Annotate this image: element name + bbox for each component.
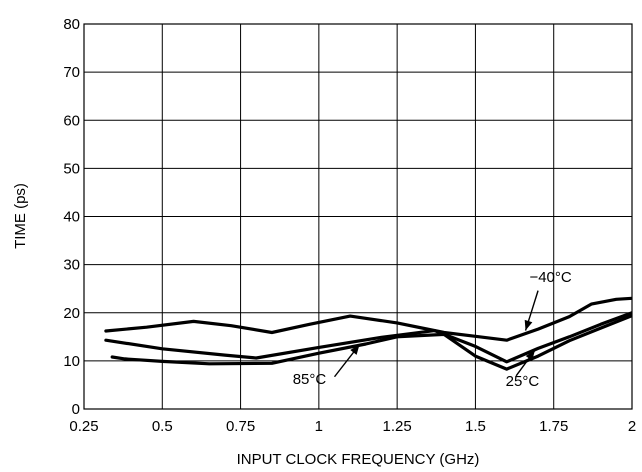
y-axis-title: TIME (ps): [12, 183, 29, 249]
x-tick-label: 1: [315, 418, 323, 435]
annotation-arrowhead: [525, 350, 535, 361]
x-tick-label: 0.5: [152, 418, 173, 435]
y-tick-label: 20: [63, 305, 80, 322]
x-tick-label: 2: [628, 418, 636, 435]
y-tick-label: 0: [72, 401, 80, 418]
y-tick-label: 10: [63, 353, 80, 370]
y-tick-label: 70: [63, 64, 80, 81]
annotation-layer: −40°C 85°C 25°C: [293, 269, 572, 390]
plot-frame: [83, 23, 633, 410]
tick-labels: 0.25 0.5 0.75 1 1.25 1.5 1.75 20102030405060708…: [63, 16, 636, 435]
annotation-arrowhead: [350, 344, 360, 355]
x-axis-title: INPUT CLOCK FREQUENCY (GHz): [237, 451, 480, 468]
y-tick-label: 60: [63, 112, 80, 129]
x-tick-label: 1.5: [465, 418, 486, 435]
series-line-85-c: [110, 314, 632, 371]
annotation-label: −40°C: [529, 269, 571, 286]
y-tick-label: 50: [63, 160, 80, 177]
x-tick-label: 0.75: [226, 418, 255, 435]
grid: [84, 24, 632, 409]
x-tick-label: 0.25: [69, 418, 98, 435]
series-layer: [104, 296, 632, 371]
y-tick-label: 30: [63, 257, 80, 274]
series-line-25-c: [104, 311, 632, 364]
annotation-label: 25°C: [506, 373, 540, 390]
annotation-arrowhead: [524, 319, 533, 331]
y-tick-label: 40: [63, 209, 80, 226]
series-line-40-c: [104, 296, 632, 342]
annotation-label: 85°C: [293, 371, 327, 388]
y-tick-label: 80: [63, 16, 80, 33]
x-tick-label: 1.25: [383, 418, 412, 435]
x-tick-label: 1.75: [539, 418, 568, 435]
